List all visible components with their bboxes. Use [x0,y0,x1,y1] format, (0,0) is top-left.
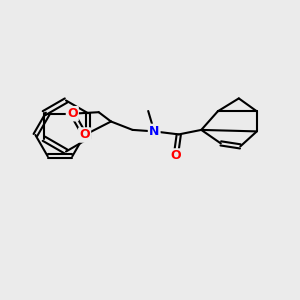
Text: N: N [149,125,159,138]
Text: O: O [79,128,90,142]
Text: O: O [67,107,78,120]
Text: O: O [170,149,181,163]
